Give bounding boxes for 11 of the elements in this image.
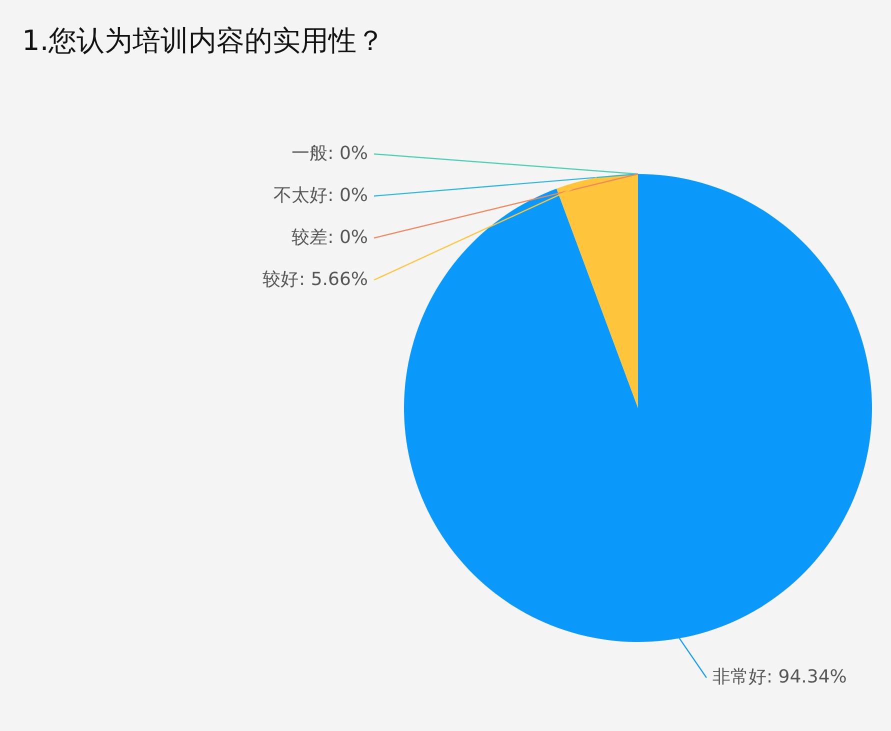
data-label: : 5.66% (299, 269, 368, 290)
slice-label: 较好 (262, 269, 299, 290)
slice-label: 非常好 (712, 666, 766, 688)
category-label: 不太好 (274, 185, 328, 206)
text: : 0% (328, 143, 368, 164)
text: : 0% (328, 227, 368, 248)
data-label: : 94.34% (766, 666, 847, 688)
chart-title: 1.您认为培训内容的实用性？ (22, 24, 385, 57)
category-label: 较差 (292, 227, 328, 248)
text: : 0% (328, 185, 368, 206)
category-label: 一般 (292, 143, 328, 164)
